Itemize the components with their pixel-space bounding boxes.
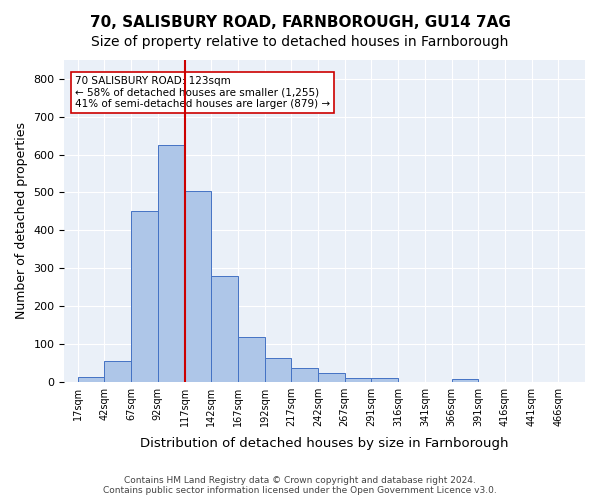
Y-axis label: Number of detached properties: Number of detached properties — [15, 122, 28, 320]
Bar — [158, 145, 185, 382]
Bar — [292, 368, 318, 382]
Bar — [211, 276, 238, 382]
Bar — [345, 378, 371, 382]
Bar — [238, 338, 265, 382]
Text: 70 SALISBURY ROAD: 123sqm
← 58% of detached houses are smaller (1,255)
41% of se: 70 SALISBURY ROAD: 123sqm ← 58% of detac… — [75, 76, 330, 110]
Bar — [185, 190, 211, 382]
Bar — [131, 212, 158, 382]
Bar — [452, 378, 478, 382]
Bar — [104, 361, 131, 382]
Text: Size of property relative to detached houses in Farnborough: Size of property relative to detached ho… — [91, 35, 509, 49]
Bar — [78, 376, 104, 382]
Bar — [318, 374, 345, 382]
Bar — [371, 378, 398, 382]
Text: Contains HM Land Registry data © Crown copyright and database right 2024.
Contai: Contains HM Land Registry data © Crown c… — [103, 476, 497, 495]
Text: 70, SALISBURY ROAD, FARNBOROUGH, GU14 7AG: 70, SALISBURY ROAD, FARNBOROUGH, GU14 7A… — [89, 15, 511, 30]
X-axis label: Distribution of detached houses by size in Farnborough: Distribution of detached houses by size … — [140, 437, 509, 450]
Bar — [265, 358, 292, 382]
